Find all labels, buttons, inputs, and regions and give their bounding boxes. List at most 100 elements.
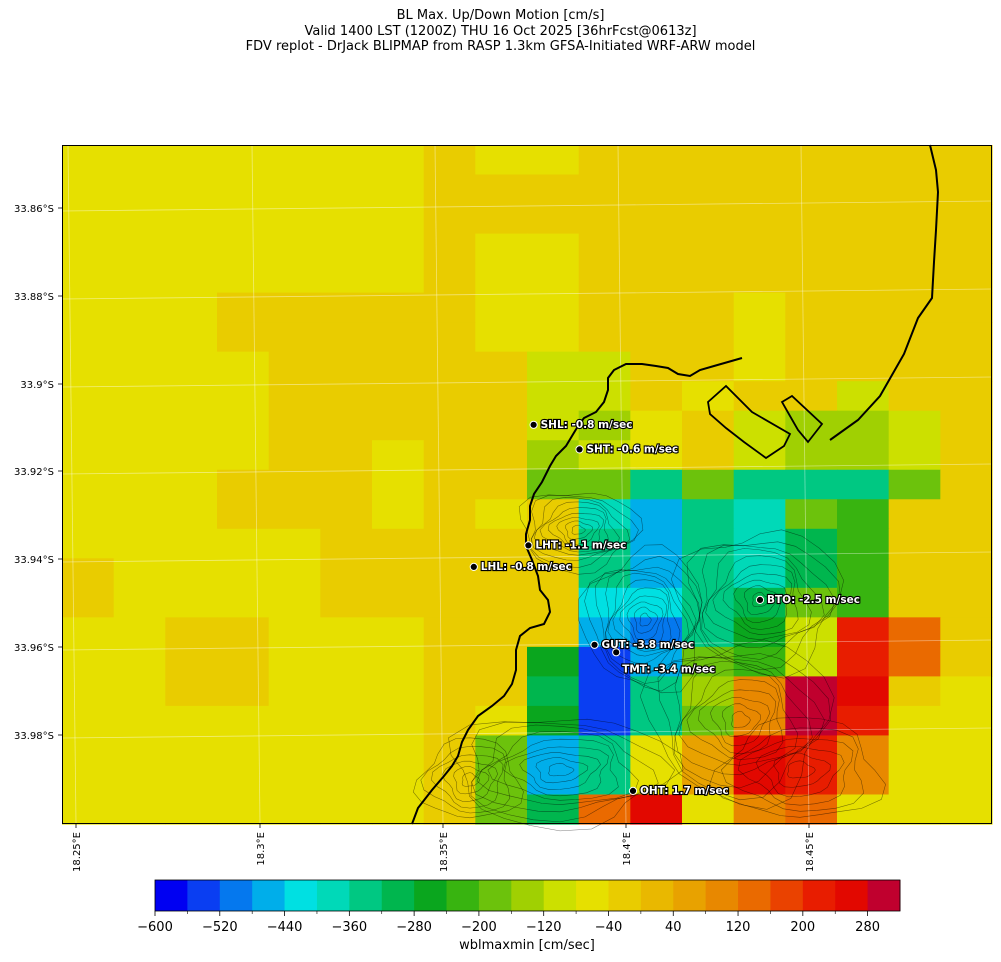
heatmap-cell (940, 469, 993, 500)
heatmap-cell (268, 558, 321, 589)
heatmap-cell (682, 204, 735, 235)
heatmap-cell (113, 646, 166, 677)
heatmap-cell (785, 381, 838, 412)
terrain-contour (752, 591, 770, 607)
heatmap-cell (217, 145, 270, 176)
heatmap-cell (630, 705, 683, 737)
heatmap-cell (320, 174, 373, 205)
heatmap-cell (165, 469, 218, 500)
heatmap-cell (217, 233, 270, 264)
station-sht: SHT: -0.6 m/sec (575, 442, 679, 456)
heatmap-cell (320, 646, 373, 677)
terrain-contour (420, 746, 511, 814)
heatmap-cell (475, 351, 528, 382)
heatmap-cell (578, 204, 631, 235)
coastline-west (411, 357, 743, 825)
lat-tick-label: 33.94°S (14, 555, 54, 566)
heatmap-cell (888, 794, 941, 825)
heatmap-cell (165, 292, 218, 323)
heatmap-cell (320, 794, 373, 825)
heatmap-cell (423, 587, 476, 618)
heatmap-cell (733, 410, 786, 441)
heatmap-cell (888, 233, 941, 264)
heatmap-cell (423, 676, 476, 707)
heatmap-cell (113, 705, 166, 737)
heatmap-cell (837, 204, 890, 235)
heatmap-cell (62, 646, 115, 677)
heatmap-cell (630, 676, 683, 707)
heatmap-cell (475, 587, 528, 618)
colorbar-swatch (284, 880, 318, 911)
heatmap-cell (527, 735, 580, 766)
heatmap-cell (785, 469, 838, 500)
heatmap-cell (113, 528, 166, 559)
heatmap-cell (217, 351, 270, 382)
heatmap-cell (940, 794, 993, 825)
heatmap-cell (268, 322, 321, 353)
heatmap-cell (733, 646, 786, 677)
heatmap-cell (837, 233, 890, 264)
colorbar-tick-label: −280 (396, 920, 432, 935)
terrain-contour (531, 497, 631, 561)
heatmap-cell (372, 794, 425, 825)
heatmap-cell (475, 233, 528, 264)
heatmap-cell (320, 292, 373, 323)
terrain-contour (674, 660, 813, 776)
heatmap-cell (62, 292, 115, 323)
heatmap-cell (475, 705, 528, 737)
heatmap-cell (940, 587, 993, 618)
terrain-contour (448, 718, 684, 832)
terrain-contour (619, 595, 667, 648)
heatmap-cell (423, 528, 476, 559)
heatmap-cell (940, 174, 993, 205)
station-oht: OHT: 1.7 m/sec (628, 784, 730, 798)
terrain-contour (605, 572, 690, 664)
heatmap-cell (682, 292, 735, 323)
heatmap-cell (372, 410, 425, 441)
heatmap-cell (630, 204, 683, 235)
colorbar-tick-label: −520 (202, 920, 238, 935)
longitude-gridline (617, 144, 627, 825)
heatmap-cell (372, 174, 425, 205)
heatmap-cell (62, 174, 115, 205)
heatmap-cell (630, 174, 683, 205)
latitude-gridline (61, 727, 993, 739)
latitude-gridline (61, 288, 993, 300)
heatmap-cell (785, 204, 838, 235)
station-gut: GUT: -3.8 m/sec (590, 638, 695, 652)
colorbar-swatch (543, 880, 577, 911)
title-line-1: BL Max. Up/Down Motion [cm/s] (396, 8, 605, 23)
longitude-gridline (251, 144, 261, 825)
terrain-contour (548, 762, 575, 777)
heatmap-cell (940, 410, 993, 441)
heatmap-cell (682, 735, 735, 766)
heatmap-cell (578, 263, 631, 294)
heatmap-cell (165, 440, 218, 471)
station-bto: BTO: -2.5 m/sec (755, 593, 861, 607)
heatmap-cell (62, 233, 115, 264)
heatmap-cell (217, 705, 270, 737)
heatmap-cell (682, 676, 735, 707)
heatmap-cell (62, 263, 115, 294)
heatmap-cell (837, 735, 890, 766)
heatmap-cell (888, 705, 941, 737)
heatmap-cell (578, 174, 631, 205)
heatmap-cell (733, 351, 786, 382)
terrain-contour (721, 703, 761, 737)
heatmap-cell (682, 145, 735, 176)
heatmap-cell (217, 204, 270, 235)
heatmap-cell (217, 764, 270, 796)
lat-tick-label: 33.98°S (14, 731, 54, 742)
heatmap-cell (372, 233, 425, 264)
colorbar-swatch (381, 880, 415, 911)
title-line-2: Valid 1400 LST (1200Z) THU 16 Oct 2025 [… (304, 23, 697, 39)
heatmap-cell (268, 528, 321, 559)
heatmap-cell (320, 587, 373, 618)
heatmap-cell (423, 233, 476, 264)
heatmap-cell (423, 794, 476, 825)
heatmap-cell (320, 322, 373, 353)
heatmap-cell (475, 174, 528, 205)
station-shl: SHL: -0.8 m/sec (529, 418, 634, 432)
heatmap-cell (372, 676, 425, 707)
heatmap-cell (733, 233, 786, 264)
